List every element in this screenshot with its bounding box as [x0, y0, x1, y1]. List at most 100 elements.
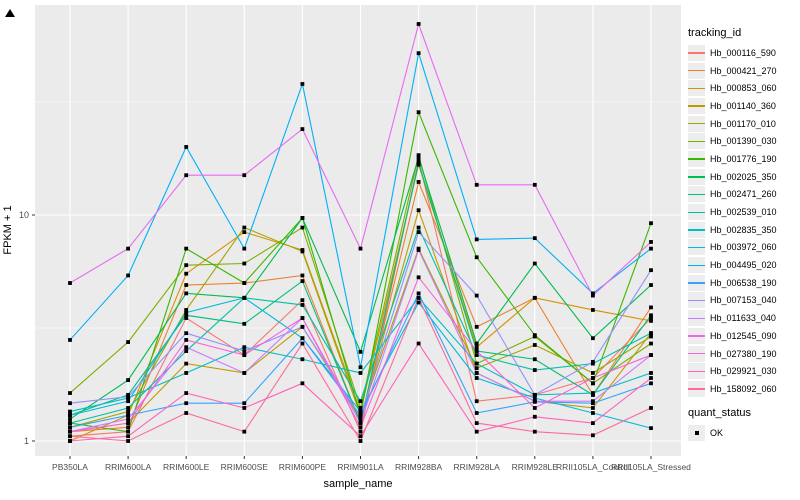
- legend-key-swatch: [688, 363, 705, 380]
- data-point: [68, 439, 72, 443]
- x-tick-label: RRIM600LA: [105, 462, 152, 472]
- data-point: [591, 336, 595, 341]
- legend-key-swatch: [688, 133, 705, 150]
- data-point: [300, 324, 305, 329]
- data-point: [591, 391, 595, 395]
- data-point: [184, 361, 189, 366]
- data-point: [126, 399, 130, 404]
- data-point: [416, 158, 421, 162]
- data-point: [649, 426, 653, 431]
- data-point: [649, 331, 653, 336]
- legend-item-Hb_001776_190: Hb_001776_190: [688, 150, 800, 168]
- data-point: [416, 341, 421, 346]
- data-point: [68, 421, 72, 426]
- data-point: [242, 429, 247, 434]
- data-point: [242, 349, 247, 353]
- data-point: [242, 230, 247, 235]
- legend-item-Hb_000853_060: Hb_000853_060: [688, 79, 800, 97]
- data-point: [68, 434, 72, 439]
- data-point: [591, 308, 595, 312]
- x-tick-label: RRII105LA_Control: [556, 462, 630, 472]
- legend-item-label: Hb_000421_270: [710, 65, 777, 76]
- legend-item-Hb_002025_350: Hb_002025_350: [688, 168, 800, 186]
- x-tick-label: RRII105LA_Stressed: [611, 462, 691, 472]
- data-point: [300, 273, 305, 278]
- legend-key-swatch: [688, 204, 705, 221]
- data-point: [474, 411, 479, 415]
- legend-key-swatch: [688, 257, 705, 274]
- data-point: [126, 429, 130, 434]
- data-point: [184, 271, 189, 276]
- data-point: [474, 399, 479, 404]
- data-point: [532, 357, 537, 362]
- legend-item-Hb_011633_040: Hb_011633_040: [688, 309, 800, 327]
- data-point: [358, 429, 363, 434]
- data-point: [300, 279, 305, 283]
- data-point: [591, 293, 595, 298]
- legend-item-Hb_027380_190: Hb_027380_190: [688, 345, 800, 363]
- legend-item-label: Hb_029921_030: [710, 366, 777, 377]
- legend-item-Hb_006538_190: Hb_006538_190: [688, 274, 800, 292]
- data-point: [242, 261, 247, 266]
- data-point: [416, 208, 421, 213]
- y-axis-title: FPKM + 1: [2, 205, 14, 255]
- data-point: [358, 349, 363, 354]
- x-axis-title: sample_name: [323, 478, 393, 490]
- data-point: [242, 246, 247, 251]
- data-point: [649, 313, 653, 318]
- data-point: [416, 161, 421, 165]
- data-point: [649, 371, 653, 375]
- legend: tracking_id Hb_000116_590 Hb_000421_270 Hb…: [688, 27, 800, 441]
- data-point: [358, 246, 363, 251]
- legend-item-Hb_007153_040: Hb_007153_040: [688, 292, 800, 310]
- data-point: [474, 353, 479, 357]
- data-point: [474, 421, 479, 426]
- data-point: [591, 359, 595, 364]
- legend-key-swatch: [688, 168, 705, 185]
- x-tick-label: PB350LA: [52, 462, 88, 472]
- legend-item-Hb_029921_030: Hb_029921_030: [688, 362, 800, 380]
- data-point: [532, 399, 537, 404]
- data-point: [532, 295, 537, 300]
- data-point: [532, 343, 537, 347]
- data-point: [242, 173, 247, 178]
- data-point: [126, 421, 130, 426]
- data-point: [649, 316, 653, 320]
- data-point: [68, 413, 72, 418]
- legend-item-label: Hb_002539_010: [710, 207, 777, 218]
- data-point: [68, 391, 72, 395]
- data-point: [358, 414, 363, 419]
- legend-key-swatch: [688, 424, 705, 441]
- legend-item-label: Hb_001140_360: [710, 100, 776, 111]
- legend-item-Hb_002471_260: Hb_002471_260: [688, 186, 800, 204]
- data-point: [184, 316, 189, 320]
- data-point: [184, 313, 189, 318]
- data-point: [591, 433, 595, 438]
- x-tick-label: RRIM600PE: [279, 462, 327, 472]
- data-point: [184, 263, 189, 268]
- data-point: [184, 283, 189, 287]
- data-point: [184, 345, 189, 350]
- data-point: [532, 406, 537, 410]
- legend-item-label: Hb_158092_060: [710, 383, 777, 394]
- data-point: [649, 305, 653, 310]
- data-point: [532, 396, 537, 400]
- data-point: [649, 406, 653, 410]
- legend-item-label: Hb_000116_590: [710, 47, 776, 58]
- data-point: [474, 429, 479, 434]
- data-point: [532, 368, 537, 372]
- data-point: [358, 434, 363, 439]
- data-point: [358, 365, 363, 370]
- data-point: [126, 417, 130, 421]
- data-point: [591, 399, 595, 404]
- data-point: [474, 345, 479, 350]
- data-point: [416, 248, 421, 252]
- data-point: [242, 371, 247, 375]
- data-point: [126, 340, 130, 344]
- data-point: [300, 82, 305, 86]
- data-point: [474, 376, 479, 380]
- data-point: [126, 246, 130, 251]
- legend-item-label: Hb_007153_040: [710, 295, 777, 306]
- data-point: [184, 371, 189, 375]
